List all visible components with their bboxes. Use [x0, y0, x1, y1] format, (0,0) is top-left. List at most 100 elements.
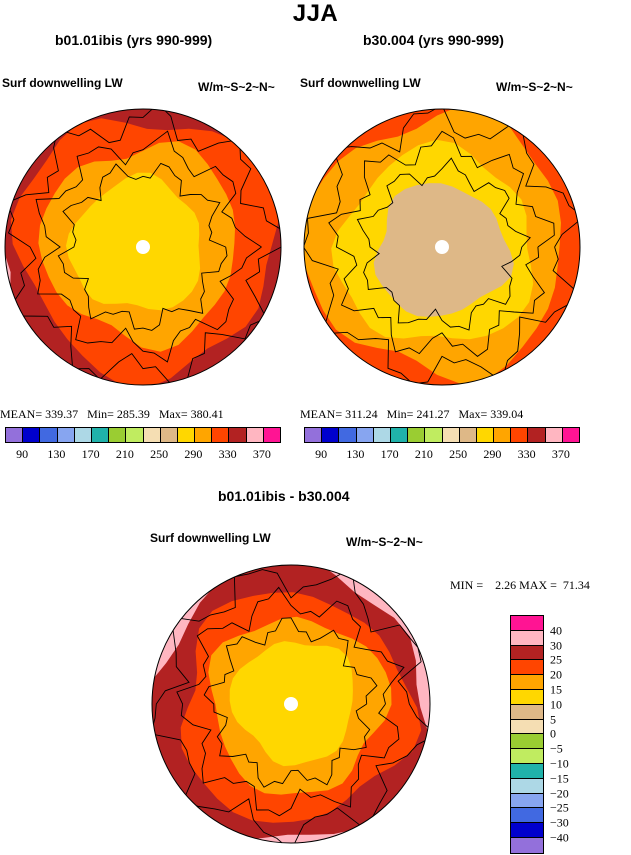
colorbar-swatch: [511, 823, 543, 838]
colorbar-swatch: [528, 428, 546, 442]
min-label: Min=: [386, 407, 414, 421]
max-label: MAX =: [519, 578, 557, 592]
colorbar-swatch: [6, 428, 24, 442]
panel-right-variable: Surf downwelling LW: [300, 76, 421, 90]
max-value: 380.41: [190, 407, 224, 421]
north-pole-marker: [136, 240, 150, 254]
colorbar-tick-label: 0: [550, 726, 556, 741]
colorbar-swatch: [425, 428, 443, 442]
colorbar-tick-label: 170: [380, 447, 399, 461]
colorbar-swatch: [476, 428, 495, 442]
colorbar-tick-label: −30: [550, 815, 569, 830]
colorbar-swatch: [511, 675, 543, 690]
colorbar-tick-label: −20: [550, 786, 569, 801]
colorbar-tick-label: 290: [483, 447, 502, 461]
colorbar-swatch: [511, 630, 543, 646]
colorbar-swatch: [408, 428, 426, 442]
colorbar-tick-label: 130: [47, 447, 66, 461]
colorbar-tick-label: 15: [550, 682, 562, 697]
colorbar-swatch: [459, 428, 477, 442]
colorbar-swatch: [160, 428, 178, 442]
panel-diff-units: W/m~S~2~N~: [346, 535, 423, 549]
colorbar-swatch: [511, 660, 543, 676]
colorbar-tick-label: 250: [449, 447, 468, 461]
map-boundary: [303, 108, 581, 386]
min-value: 241.27: [416, 407, 450, 421]
map-diff: [151, 564, 431, 844]
colorbar-swatch: [562, 428, 579, 442]
colorbar-swatch: [126, 428, 144, 442]
panel-diff-variable: Surf downwelling LW: [150, 531, 271, 545]
colorbar-tick-label: 210: [414, 447, 433, 461]
colorbar-tick-label: −40: [550, 830, 569, 845]
mean-label: MEAN=: [0, 407, 43, 421]
max-value: 71.34: [562, 578, 590, 592]
colorbar-right: [304, 427, 580, 443]
colorbar-swatch: [442, 428, 460, 442]
colorbar-tick-label: 330: [517, 447, 536, 461]
map-boundary: [151, 564, 431, 844]
colorbar-tick-label: −5: [550, 741, 563, 756]
colorbar-tick-label: 30: [550, 638, 562, 653]
colorbar-tick-label: 330: [218, 447, 237, 461]
colorbar-swatch: [511, 808, 543, 824]
colorbar-swatch: [212, 428, 230, 442]
contour-fill-region: [66, 172, 201, 311]
panel-left-variable: Surf downwelling LW: [2, 76, 123, 90]
north-pole-marker: [284, 697, 298, 711]
colorbar-tick-label: 250: [150, 447, 169, 461]
map-left: [4, 108, 282, 386]
colorbar-swatch: [57, 428, 75, 442]
colorbar-swatch: [511, 645, 543, 661]
panel-diff-stats: MIN = 2.26 MAX = 71.34: [450, 578, 590, 593]
colorbar-tick-label: −15: [550, 771, 569, 786]
max-value: 339.04: [490, 407, 524, 421]
colorbar-swatch: [109, 428, 127, 442]
colorbar-tick-label: 20: [550, 667, 562, 682]
mean-label: MEAN=: [300, 407, 343, 421]
colorbar-swatch: [511, 763, 543, 779]
colorbar-swatch: [511, 778, 543, 794]
panel-diff-subtitle: b01.01ibis - b30.004: [218, 488, 350, 504]
coastline: [6, 109, 281, 385]
map-right: [303, 108, 581, 386]
colorbar-swatch: [356, 428, 374, 442]
min-label: MIN =: [450, 578, 484, 592]
colorbar-swatch: [494, 428, 512, 442]
panel-left-units: W/m~S~2~N~: [198, 80, 275, 94]
max-label: Max=: [158, 407, 188, 421]
colorbar-swatch: [40, 428, 58, 442]
mean-value: 311.24: [345, 407, 378, 421]
panel-left-stats: MEAN= 339.37 Min= 285.39 Max= 380.41: [0, 407, 224, 422]
colorbar-swatch: [339, 428, 357, 442]
colorbar-swatch: [511, 734, 543, 750]
colorbar-tick-label: 170: [81, 447, 100, 461]
colorbar-tick-label: 90: [315, 447, 328, 461]
colorbar-swatch: [511, 793, 543, 809]
colorbar-swatch: [74, 428, 92, 442]
north-pole-marker: [435, 240, 449, 254]
mean-value: 339.37: [45, 407, 79, 421]
min-value: 285.39: [116, 407, 150, 421]
colorbar-swatch: [511, 719, 543, 735]
colorbar-swatch: [511, 616, 543, 631]
colorbar-swatch: [373, 428, 391, 442]
panel-right-stats: MEAN= 311.24 Min= 241.27 Max= 339.04: [300, 407, 523, 422]
colorbar-tick-label: 370: [551, 447, 570, 461]
colorbar-swatch: [511, 749, 543, 764]
colorbar-tick-label: 5: [550, 712, 556, 727]
panel-right-subtitle: b30.004 (yrs 990-999): [363, 32, 504, 48]
colorbar-swatch: [91, 428, 110, 442]
colorbar-swatch: [511, 704, 543, 720]
colorbar-swatch: [305, 428, 323, 442]
colorbar-right-ticks: 90 130 170 210 250 290 330 370: [304, 447, 578, 463]
colorbar-tick-label: 90: [16, 447, 29, 461]
min-label: Min=: [87, 407, 114, 421]
colorbar-swatch: [263, 428, 280, 442]
colorbar-swatch: [511, 689, 543, 705]
colorbar-swatch: [545, 428, 563, 442]
colorbar-diff-ticks: 40 30 25 20 15 10 5 0 −5 −10 −15 −20 −25 −30 −40: [510, 615, 590, 855]
map-boundary: [4, 108, 282, 386]
colorbar-swatch: [322, 428, 340, 442]
colorbar-swatch: [177, 428, 196, 442]
